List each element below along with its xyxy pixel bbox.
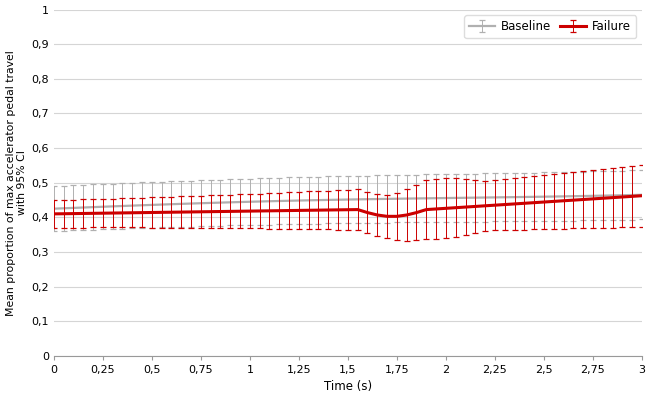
Y-axis label: Mean proportion of max accelerator pedal travel
with 95% CI: Mean proportion of max accelerator pedal… bbox=[6, 50, 27, 316]
X-axis label: Time (s): Time (s) bbox=[324, 380, 372, 393]
Legend: Baseline, Failure: Baseline, Failure bbox=[464, 16, 636, 38]
